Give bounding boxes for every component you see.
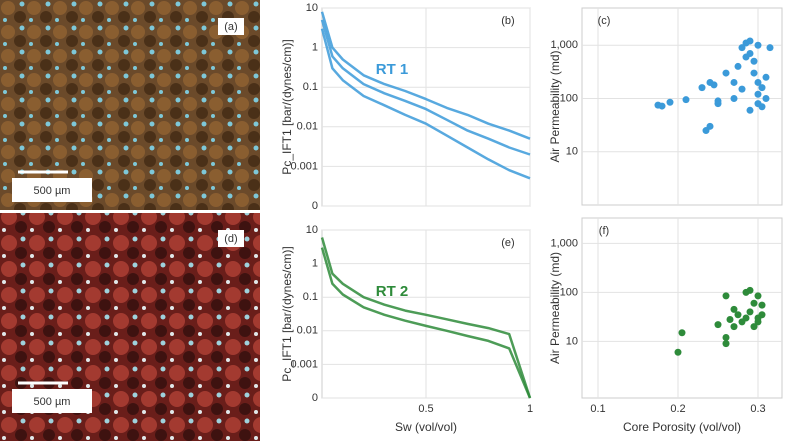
y-tick-label: 0.1 [303, 291, 318, 303]
point [734, 62, 742, 70]
point [766, 44, 774, 52]
point [742, 314, 750, 322]
point [734, 311, 742, 319]
point [730, 94, 738, 102]
point [758, 311, 766, 319]
point [754, 292, 762, 300]
panel-label: (c) [598, 15, 611, 27]
point [730, 323, 738, 331]
x-tick-label: 0.2 [670, 403, 685, 415]
y-tick-label: 100 [560, 286, 578, 298]
point [706, 122, 714, 130]
image-label: (d) [224, 233, 237, 245]
point [730, 305, 738, 313]
plot-area [581, 217, 783, 399]
point [674, 348, 682, 356]
y-tick-label: 10 [306, 2, 318, 14]
panel-label: (f) [599, 225, 609, 237]
point [722, 340, 730, 348]
point [658, 102, 666, 110]
point [666, 98, 674, 106]
point [754, 41, 762, 49]
y-tick-label: 0.01 [297, 121, 318, 133]
scale-label: 500 µm [34, 185, 71, 197]
scale-label: 500 µm [34, 396, 71, 408]
y-tick-label: 0.001 [290, 358, 318, 370]
micrograph [0, 0, 260, 210]
y-tick-label: 0 [312, 392, 318, 404]
y-tick-label: 0.001 [290, 160, 318, 172]
point [750, 323, 758, 331]
point [710, 81, 718, 89]
scale-box [12, 178, 92, 202]
point [758, 103, 766, 111]
point [746, 308, 754, 316]
panel-label: (e) [501, 237, 514, 249]
curve [320, 11, 531, 140]
point [758, 301, 766, 309]
point [746, 286, 754, 294]
point [750, 57, 758, 65]
annotation: RT 2 [376, 283, 409, 300]
y-axis-label: Air Permeability (md) [548, 50, 562, 162]
point [754, 90, 762, 98]
curve [320, 28, 531, 180]
annotation: RT 1 [376, 61, 409, 78]
y-tick-label: 0.1 [303, 81, 318, 93]
point [722, 69, 730, 77]
x-tick-label: 0.3 [750, 403, 765, 415]
point [750, 69, 758, 77]
y-tick-label: 1 [312, 42, 318, 54]
y-tick-label: 100 [560, 92, 578, 104]
curve [320, 19, 531, 156]
y-axis-label: Pc_IFT1 [bar/(dynes/cm)] [280, 246, 294, 381]
image-label: (a) [224, 21, 237, 33]
point [746, 37, 754, 45]
y-tick-label: 10 [566, 335, 578, 347]
point [738, 85, 746, 93]
y-axis-label: Air Permeability (md) [548, 252, 562, 364]
x-axis-label: Core Porosity (vol/vol) [623, 420, 741, 434]
point [726, 315, 734, 323]
y-axis-label: Pc_IFT1 [bar/(dynes/cm)] [280, 39, 294, 174]
scale-box [12, 389, 92, 413]
point [714, 97, 722, 105]
point [682, 96, 690, 104]
y-tick-label: 1,000 [550, 237, 578, 249]
point [762, 94, 770, 102]
curve [320, 247, 532, 399]
y-tick-label: 10 [566, 146, 578, 158]
point [754, 78, 762, 86]
y-tick-label: 0 [312, 200, 318, 212]
point [722, 292, 730, 300]
point [746, 49, 754, 57]
x-tick-label: 0.1 [590, 403, 605, 415]
y-tick-label: 10 [306, 224, 318, 236]
point [678, 329, 686, 337]
point [738, 44, 746, 52]
x-tick-label: 0.5 [418, 403, 433, 415]
point [746, 106, 754, 114]
point [762, 73, 770, 81]
y-tick-label: 1 [312, 258, 318, 270]
curve [320, 237, 532, 399]
y-tick-label: 0.01 [297, 325, 318, 337]
point [750, 299, 758, 307]
label-box [218, 18, 244, 35]
x-axis-label: Sw (vol/vol) [395, 420, 457, 434]
label-box [218, 230, 244, 247]
y-tick-label: 1,000 [550, 39, 578, 51]
point [722, 334, 730, 342]
point [698, 84, 706, 92]
x-tick-label: 1 [527, 403, 533, 415]
panel-label: (b) [501, 15, 514, 27]
plot-area [581, 7, 783, 206]
point [758, 84, 766, 92]
point [730, 78, 738, 86]
point [714, 321, 722, 329]
